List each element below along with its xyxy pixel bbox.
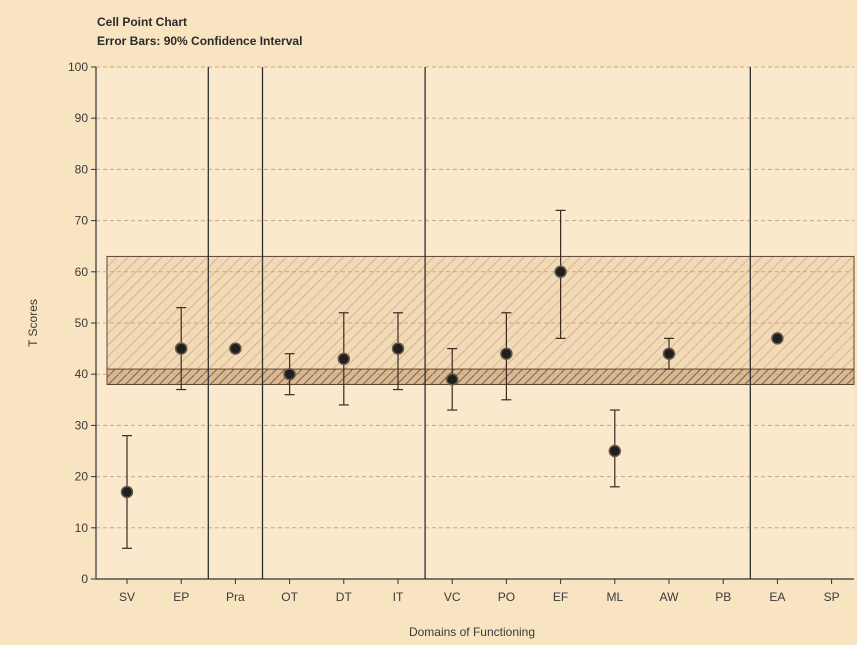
x-tick-label: SV: [119, 590, 135, 604]
x-tick-label: ML: [606, 590, 623, 604]
y-axis-label: T Scores: [26, 299, 40, 347]
x-tick-label: SP: [824, 590, 840, 604]
x-tick-label: IT: [393, 590, 404, 604]
grid-lines: [96, 66, 854, 529]
data-point: [445, 373, 459, 386]
chart-title: Cell Point Chart: [97, 15, 187, 29]
y-tick-label: 100: [68, 60, 88, 74]
data-point: [500, 347, 513, 360]
y-tick-label: 0: [81, 572, 88, 586]
data-point: [662, 347, 676, 360]
y-tick-label: 80: [75, 162, 89, 176]
chart-subtitle: Error Bars: 90% Confidence Interval: [97, 34, 302, 48]
x-tick-label: AW: [660, 590, 680, 604]
data-point: [771, 332, 784, 345]
x-tick-label: PO: [498, 590, 515, 604]
data-point: [554, 265, 567, 279]
y-tick-labels: 0 10 20 30 40 50 60 70 80 90 100: [68, 60, 96, 586]
data-point: [229, 342, 242, 355]
reference-band-light: [106, 255, 855, 385]
data-point: [283, 367, 296, 381]
x-tick-label: EF: [553, 590, 568, 604]
x-tick-labels: SV EP Pra OT DT IT VC PO EF ML AW PB EA SP: [119, 579, 840, 604]
group-dividers: [207, 67, 751, 579]
data-point: [337, 352, 351, 366]
data-point: [120, 485, 134, 499]
y-tick-label: 10: [75, 521, 89, 535]
x-tick-label: OT: [281, 590, 298, 604]
data-point: [608, 444, 622, 458]
data-markers: [120, 265, 784, 499]
y-tick-label: 70: [75, 214, 89, 228]
x-axis-label: Domains of Functioning: [409, 625, 535, 639]
x-tick-label: Pra: [226, 590, 245, 604]
data-point: [391, 342, 405, 355]
y-tick-label: 40: [75, 367, 89, 381]
reference-band-dark: [106, 368, 855, 385]
x-tick-label: EA: [769, 590, 785, 604]
y-tick-label: 60: [75, 265, 89, 279]
reference-bands: [106, 255, 855, 385]
x-tick-label: VC: [444, 590, 461, 604]
data-point: [174, 342, 188, 355]
x-tick-label: PB: [715, 590, 731, 604]
x-tick-label: EP: [173, 590, 189, 604]
y-tick-label: 50: [75, 316, 89, 330]
y-tick-label: 20: [75, 470, 89, 484]
y-tick-label: 90: [75, 111, 89, 125]
x-tick-label: DT: [336, 590, 353, 604]
y-tick-label: 30: [75, 418, 89, 432]
